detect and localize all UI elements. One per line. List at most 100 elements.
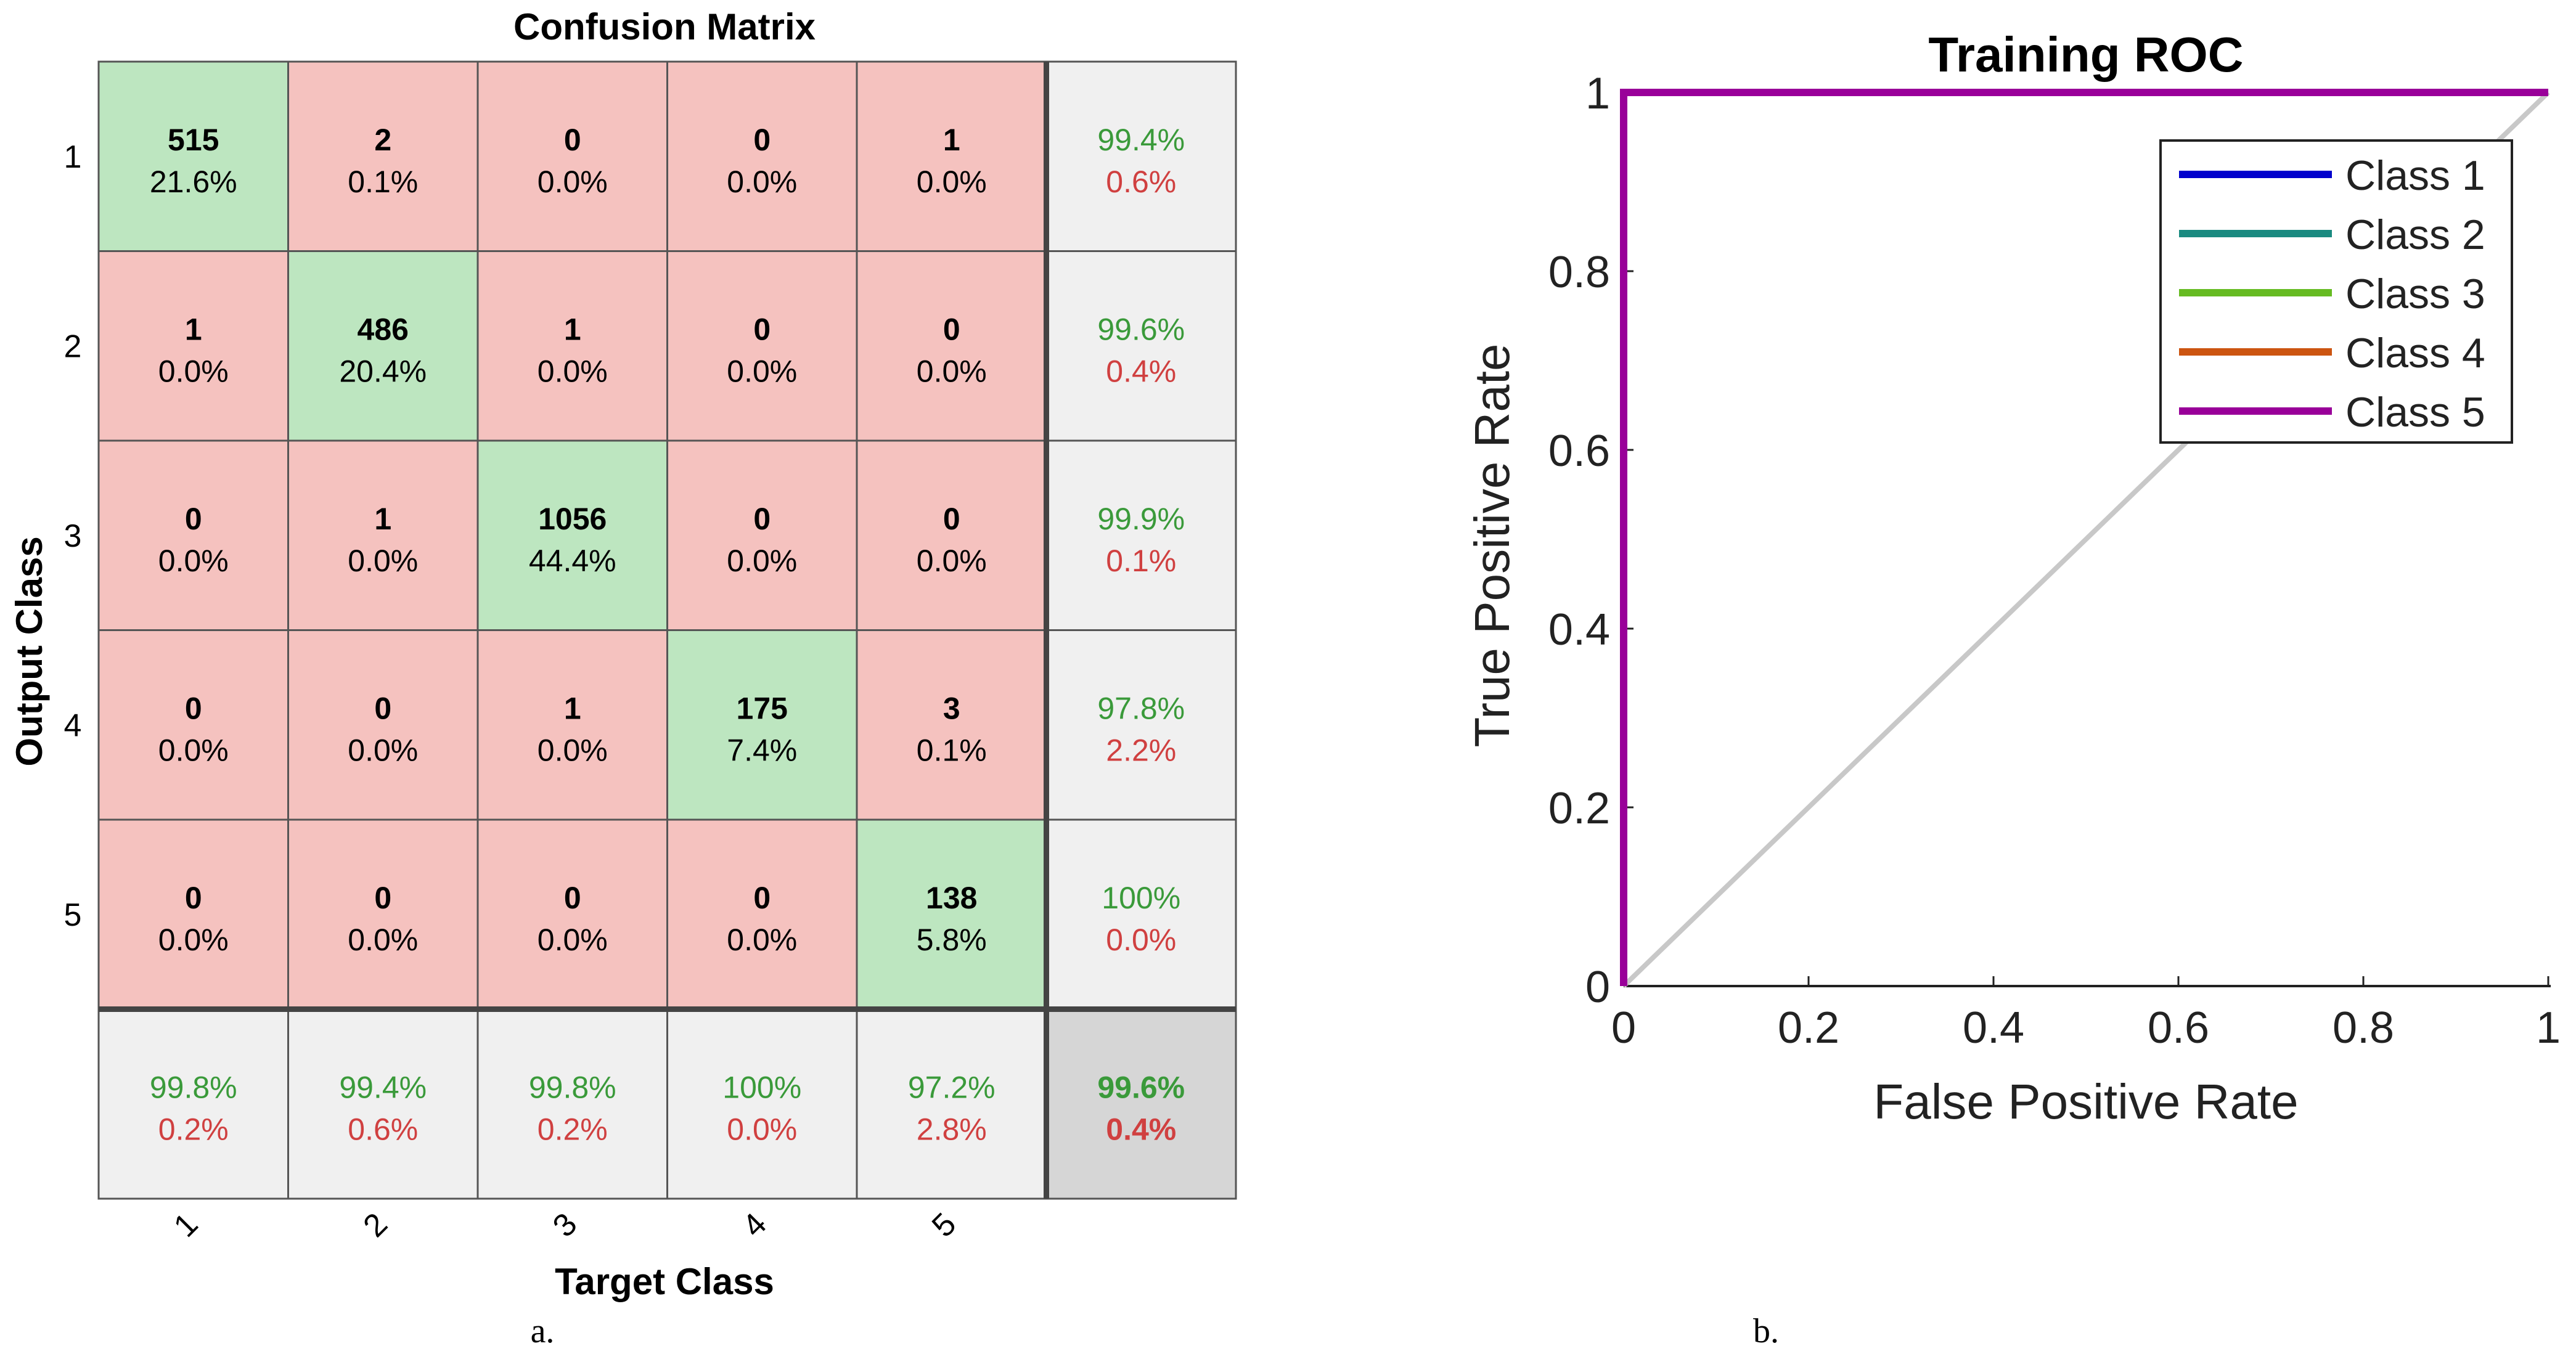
cm-cell-value: 0 xyxy=(374,881,391,915)
cm-col-summary-value: 99.8% xyxy=(150,1070,237,1104)
cm-cell-percent: 0.1% xyxy=(917,733,987,767)
roc-xtick-label: 0.2 xyxy=(1778,1003,1839,1053)
cm-cell xyxy=(287,629,479,821)
caption-a: a. xyxy=(531,1312,555,1350)
cm-cell-value: 0 xyxy=(185,502,202,536)
cm-cell-percent: 0.0% xyxy=(917,165,987,199)
roc-legend-label: Class 3 xyxy=(2345,271,2485,317)
cm-cell-value: 2 xyxy=(374,123,391,157)
cm-cell-percent: 0.0% xyxy=(538,165,608,199)
cm-cell-value: 0 xyxy=(564,123,581,157)
cm-row-summary xyxy=(1045,60,1237,252)
cm-cell xyxy=(666,818,858,1010)
cm-cell-percent: 0.0% xyxy=(538,733,608,767)
cm-cell-value: 0 xyxy=(943,312,960,346)
cm-col-summary-value: 99.8% xyxy=(529,1070,616,1104)
roc-ytick-label: 1 xyxy=(1585,69,1610,118)
cm-cell-percent: 44.4% xyxy=(529,544,616,578)
cm-overall xyxy=(1045,1008,1237,1200)
cm-cell xyxy=(666,629,858,821)
cm-ytick-label: 4 xyxy=(64,708,82,743)
cm-cell-value: 0 xyxy=(753,881,771,915)
cm-cell-percent: 0.0% xyxy=(158,544,229,578)
cm-cell-value: 0 xyxy=(185,881,202,915)
cm-col-summary-value: 99.4% xyxy=(339,1070,427,1104)
cm-cell xyxy=(856,439,1047,631)
roc-ytick-label: 0.2 xyxy=(1548,784,1610,833)
cm-cell-value: 486 xyxy=(358,312,409,346)
cm-row-summary-percent: 0.0% xyxy=(1106,923,1176,957)
roc-legend-label: Class 5 xyxy=(2345,389,2485,436)
cm-cell-value: 1056 xyxy=(538,502,607,536)
cm-ytick-label: 5 xyxy=(64,897,82,933)
cm-xtick-label: 5 xyxy=(925,1206,963,1244)
roc-ytick-label: 0 xyxy=(1585,963,1610,1012)
cm-cell-percent: 0.0% xyxy=(727,354,797,388)
cm-xtick-label: 4 xyxy=(735,1206,773,1244)
cm-cell-percent: 20.4% xyxy=(339,354,427,388)
cm-cell-percent: 0.0% xyxy=(158,923,229,957)
cm-col-summary-percent: 0.2% xyxy=(158,1112,229,1146)
cm-cell-value: 1 xyxy=(185,312,202,346)
cm-cell xyxy=(97,629,289,821)
roc-ytick-label: 0.6 xyxy=(1548,426,1610,476)
cm-cell xyxy=(666,439,858,631)
cm-cell-percent: 0.0% xyxy=(348,923,418,957)
cm-cell-percent: 5.8% xyxy=(917,923,987,957)
cm-cell xyxy=(476,60,668,252)
cm-cell-percent: 0.1% xyxy=(348,165,418,199)
cm-cell-value: 0 xyxy=(753,123,771,157)
cm-col-summary-percent: 0.6% xyxy=(348,1112,418,1146)
cm-cell-value: 0 xyxy=(753,502,771,536)
roc-title: Training ROC xyxy=(1928,27,2243,82)
roc-xtick-label: 0.6 xyxy=(2148,1003,2209,1053)
cm-cell xyxy=(287,439,479,631)
cm-cell-value: 138 xyxy=(926,881,977,915)
cm-cell-percent: 0.0% xyxy=(538,923,608,957)
cm-cell-percent: 0.0% xyxy=(727,923,797,957)
cm-row-summary xyxy=(1045,250,1237,442)
cm-row-summary-value: 99.9% xyxy=(1097,502,1185,536)
cm-overall-value: 99.6% xyxy=(1097,1070,1185,1104)
cm-cell-percent: 0.0% xyxy=(348,544,418,578)
cm-ytick-label: 2 xyxy=(64,328,82,364)
cm-cell-value: 0 xyxy=(753,312,771,346)
cm-row-summary-percent: 0.6% xyxy=(1106,165,1176,199)
cm-cell-percent: 0.0% xyxy=(158,733,229,767)
cm-cell xyxy=(476,818,668,1010)
cm-cell xyxy=(287,250,479,442)
cm-cell xyxy=(856,60,1047,252)
cm-cells: 515 21.6% 2 0.1% 0 0.0% 0 0.0% 1 0.0% 99.4% 0.6% 1 0.… xyxy=(97,60,1237,1200)
cm-xtick-label: 2 xyxy=(356,1206,394,1244)
cm-cell-percent: 0.0% xyxy=(348,733,418,767)
cm-cell xyxy=(856,818,1047,1010)
roc-legend-label: Class 1 xyxy=(2345,152,2485,199)
cm-cell xyxy=(476,439,668,631)
roc-xlabel: False Positive Rate xyxy=(1873,1074,2298,1129)
cm-col-summary-value: 100% xyxy=(722,1070,801,1104)
cm-col-summary xyxy=(666,1008,858,1200)
cm-cell-value: 1 xyxy=(374,502,391,536)
cm-cell xyxy=(666,250,858,442)
cm-col-summary-percent: 2.8% xyxy=(917,1112,987,1146)
cm-cell-percent: 0.0% xyxy=(917,354,987,388)
cm-cell xyxy=(97,818,289,1010)
cm-cell xyxy=(97,60,289,252)
cm-cell-value: 515 xyxy=(168,123,219,157)
cm-row-summary-value: 100% xyxy=(1102,881,1180,915)
cm-cell-value: 1 xyxy=(943,123,960,157)
cm-cell xyxy=(476,629,668,821)
cm-xtick-label: 3 xyxy=(546,1206,584,1244)
cm-row-summary xyxy=(1045,818,1237,1010)
cm-cell-value: 0 xyxy=(374,691,391,725)
roc-xtick-label: 0.4 xyxy=(1963,1003,2024,1053)
cm-row-summary-percent: 0.4% xyxy=(1106,354,1176,388)
cm-cell xyxy=(666,60,858,252)
cm-cell xyxy=(287,60,479,252)
cm-cell-value: 0 xyxy=(564,881,581,915)
cm-col-summary-percent: 0.2% xyxy=(538,1112,608,1146)
cm-xtick-label: 1 xyxy=(167,1206,205,1244)
cm-row-summary xyxy=(1045,629,1237,821)
roc-series-line-class-5 xyxy=(1620,89,2548,986)
cm-row-summary-percent: 2.2% xyxy=(1106,733,1176,767)
